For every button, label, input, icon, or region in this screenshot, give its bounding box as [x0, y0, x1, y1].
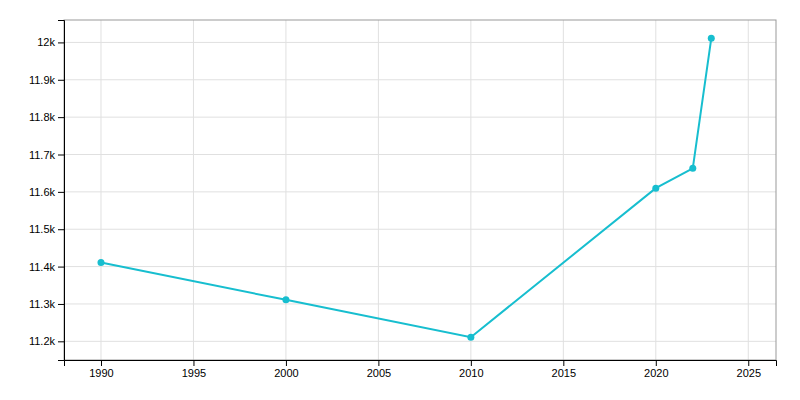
y-tick: 11.3k [29, 298, 64, 310]
y-tick-mark [58, 117, 64, 118]
grid-line-x [563, 20, 564, 360]
y-tick: 11.4k [29, 261, 64, 273]
y-tick: 11.7k [29, 149, 64, 161]
y-tick-mark [58, 341, 64, 342]
point [282, 296, 289, 303]
plot: 1990199520002005201020152020202511.2k11.… [29, 20, 777, 379]
grid-line-y [64, 191, 776, 192]
x-tick-label: 1995 [182, 367, 206, 379]
point [97, 259, 104, 266]
y-tick-mark [58, 80, 64, 81]
grid-line-x [378, 20, 379, 360]
x-tick-label: 2025 [737, 367, 761, 379]
plot-frame [64, 20, 776, 360]
x-tick-mark [378, 360, 379, 366]
x-tick-mark [656, 360, 657, 366]
x-tick: 1995 [182, 360, 206, 379]
x-tick-label: 2005 [367, 367, 391, 379]
x-tick-label: 2015 [552, 367, 576, 379]
y-tick-mark [58, 267, 64, 268]
x-tick-label: 2010 [459, 367, 483, 379]
x-tick-mark [563, 360, 564, 366]
x-tick-label: 2000 [274, 367, 298, 379]
grid-line-x [470, 20, 471, 360]
x-tick: 2020 [644, 360, 668, 379]
grid-line-y [64, 341, 776, 342]
grid-line-y [64, 42, 776, 43]
y-axis: 11.2k 11.3k 11.4k 11.5k 11.6k 11.7k 11.8k 11.9k… [29, 21, 65, 361]
grid-line-y [64, 154, 776, 155]
y-tick: 12k [37, 36, 64, 48]
x-tick: 2025 [737, 360, 761, 379]
y-tick-label: 11.4k [29, 261, 56, 273]
y-tick-label: 11.7k [29, 149, 56, 161]
point [467, 334, 474, 341]
point [708, 35, 715, 42]
x-tick-mark [748, 360, 749, 366]
point [652, 185, 659, 192]
x-tick: 1990 [89, 360, 113, 379]
x-tick-mark [286, 360, 287, 366]
x-tick: 2005 [367, 360, 391, 379]
y-tick-mark [58, 304, 64, 305]
grid-line-x [100, 20, 101, 360]
marks [97, 35, 714, 341]
chart: 1990199520002005201020152020202511.2k11.… [0, 0, 800, 400]
y-tick-label: 11.8k [29, 111, 56, 123]
x-tick: 2010 [459, 360, 483, 379]
y-tick: 11.5k [29, 223, 64, 235]
y-tick-label: 11.2k [29, 335, 56, 347]
y-tick-mark [58, 192, 64, 193]
point [689, 165, 696, 172]
y-tick: 11.9k [29, 74, 64, 86]
grid-line-x [285, 20, 286, 360]
x-tick-mark [101, 360, 102, 366]
y-tick: 11.2k [29, 335, 64, 347]
y-tick-label: 11.6k [29, 186, 56, 198]
grid-line-y [64, 79, 776, 80]
y-tick-label: 11.3k [29, 298, 56, 310]
y-tick-label: 12k [37, 36, 55, 48]
x-axis-line [65, 361, 777, 367]
x-axis: 1990 1995 2000 2005 2010 2015 2020 2025 [65, 360, 777, 379]
grid-line-y [64, 117, 776, 118]
y-tick-label: 11.5k [29, 223, 56, 235]
x-tick: 2000 [274, 360, 298, 379]
y-tick: 11.8k [29, 111, 64, 123]
y-tick-mark [58, 229, 64, 230]
y-axis-line [58, 21, 65, 361]
grid-line-x [748, 20, 749, 360]
x-tick-mark [471, 360, 472, 366]
y-tick: 11.6k [29, 186, 64, 198]
x-tick: 2015 [552, 360, 576, 379]
y-tick-label: 11.9k [29, 74, 56, 86]
grid-line-y [64, 266, 776, 267]
y-tick-mark [58, 42, 64, 43]
x-tick-mark [193, 360, 194, 366]
grid-line-y [64, 303, 776, 304]
x-tick-label: 2020 [644, 367, 668, 379]
y-tick-mark [58, 155, 64, 156]
grid [64, 20, 776, 360]
grid-line-x [193, 20, 194, 360]
x-tick-label: 1990 [89, 367, 113, 379]
grid-line-y [64, 229, 776, 230]
line [101, 38, 711, 337]
